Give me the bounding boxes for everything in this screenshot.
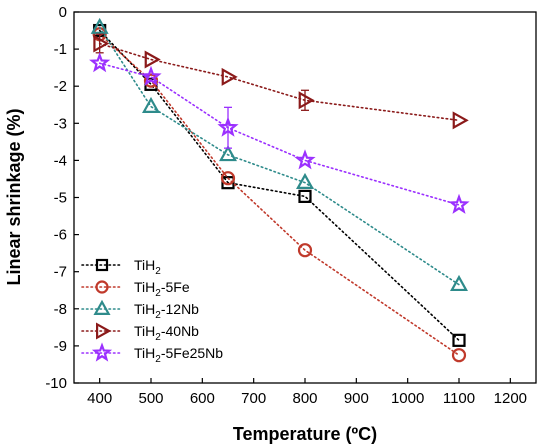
data-point [296,172,314,190]
legend-item: TiH2-40Nb [81,322,199,343]
data-point [297,243,313,258]
y-tick-label: 0 [59,4,67,21]
legend-label: TiH2-12Nb [134,301,199,321]
x-tick-label: 1000 [391,390,424,407]
series-3 [90,17,468,292]
y-tick-label: -5 [54,190,67,207]
legend-item: TiH2 [81,257,161,277]
y-tick-label: -3 [54,115,67,132]
data-point [93,299,111,315]
y-tick-label: -9 [54,338,67,355]
data-point [448,193,470,214]
x-tick-label: 1100 [443,390,475,407]
legend-label: TiH2 [134,257,161,277]
data-point [89,52,111,73]
x-axis-title: Temperature (ºC) [233,424,377,444]
data-point [217,116,239,137]
data-point [93,34,110,53]
x-tick-label: 500 [138,390,163,407]
y-tick-label: -6 [54,227,67,244]
y-tick-label: -7 [54,264,67,281]
y-tick-label: -10 [45,375,67,392]
legend-label: TiH2-5Fe [134,279,190,299]
legend: TiH2TiH2-5FeTiH2-12NbTiH2-40NbTiH2-5Fe25… [81,257,223,365]
y-axis-title: Linear shrinkage (%) [4,108,24,285]
data-point [95,322,112,340]
series-4 [93,33,469,130]
x-tick-label: 800 [292,390,317,407]
data-point [452,111,469,130]
x-tick-label: 700 [241,390,266,407]
x-axis: 400 500 600 700 800 900 1000 1100 1200 [87,378,527,407]
x-tick-label: 400 [87,390,112,407]
x-tick-label: 600 [190,390,215,407]
data-point [219,145,237,162]
legend-item: TiH2-5Fe25Nb [81,342,223,365]
data-point [91,342,113,362]
series-line [98,29,460,342]
series-line [98,33,460,356]
legend-item: TiH2-12Nb [81,299,199,321]
x-tick-label: 900 [344,390,369,407]
data-point [451,348,467,363]
legend-label: TiH2-5Fe25Nb [134,345,223,365]
series-layer [89,17,470,363]
data-point [221,67,238,86]
y-axis: 0 -1 -2 -3 -4 -5 -6 -7 -8 -9 -10 [45,4,79,392]
data-point [140,65,162,86]
data-point [298,91,315,110]
x-tick-label: 1200 [494,390,527,407]
data-point [220,171,236,186]
legend-label: TiH2-40Nb [134,323,199,343]
data-point [450,274,468,292]
series-line [98,42,460,122]
data-point [95,258,109,272]
data-point [452,333,466,347]
data-point [298,189,312,203]
series-5 [89,52,470,214]
data-point [144,50,161,69]
series-line [98,26,460,286]
data-point [95,280,109,294]
data-point [294,149,316,170]
legend-item: TiH2-5Fe [81,279,190,299]
y-tick-label: -8 [54,301,67,318]
data-point [142,96,160,113]
y-tick-label: -4 [54,152,67,169]
data-point [90,17,109,34]
y-tick-label: -2 [54,78,67,95]
y-tick-label: -1 [54,41,67,58]
